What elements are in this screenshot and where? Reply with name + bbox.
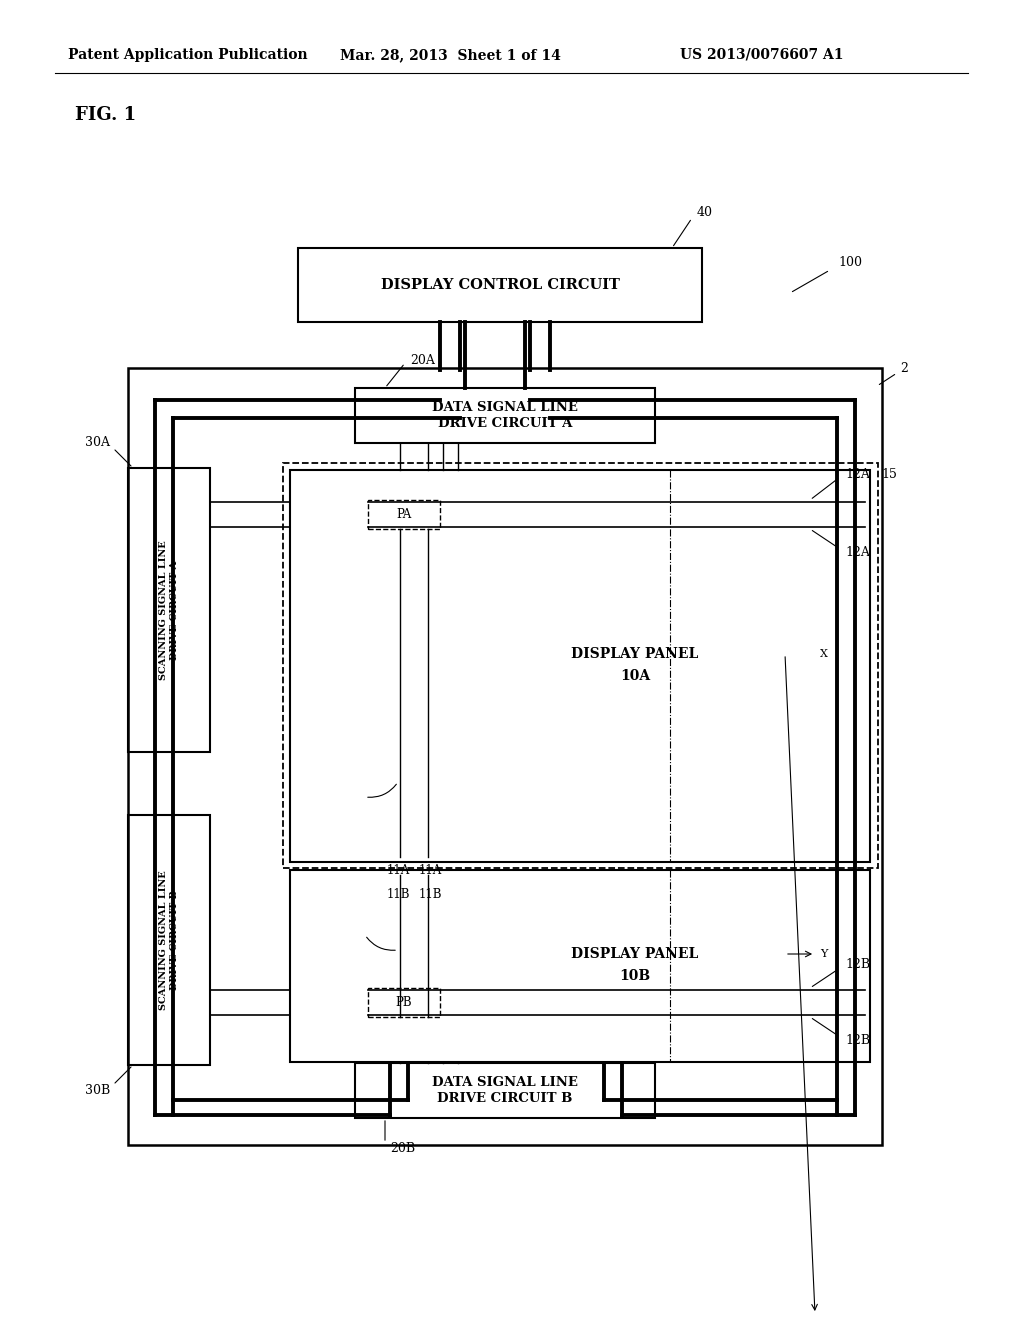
Text: 11A: 11A: [419, 865, 441, 876]
Bar: [298, 248, 702, 322]
Text: 12B: 12B: [845, 1034, 870, 1047]
Text: 11A: 11A: [386, 865, 410, 876]
Text: SCANNING SIGNAL LINE
DRIVE CIRCUIT B: SCANNING SIGNAL LINE DRIVE CIRCUIT B: [160, 870, 179, 1010]
Text: 15: 15: [881, 469, 897, 480]
Text: X: X: [820, 649, 827, 659]
Text: PA: PA: [396, 508, 412, 521]
Text: 2: 2: [900, 362, 908, 375]
Text: Mar. 28, 2013  Sheet 1 of 14: Mar. 28, 2013 Sheet 1 of 14: [340, 48, 561, 62]
Text: 20B: 20B: [390, 1142, 415, 1155]
Text: 12A: 12A: [845, 545, 869, 558]
Text: Patent Application Publication: Patent Application Publication: [68, 48, 307, 62]
Bar: [128, 368, 882, 1144]
Text: SCANNING SIGNAL LINE
DRIVE CIRCUIT A: SCANNING SIGNAL LINE DRIVE CIRCUIT A: [160, 540, 179, 680]
Bar: [290, 470, 870, 862]
Bar: [128, 814, 210, 1065]
Bar: [368, 500, 440, 529]
Text: DISPLAY PANEL: DISPLAY PANEL: [571, 946, 698, 961]
Bar: [368, 987, 440, 1016]
Text: 20A: 20A: [410, 354, 435, 367]
Text: DATA SIGNAL LINE: DATA SIGNAL LINE: [432, 1076, 578, 1089]
Bar: [128, 469, 210, 752]
Text: 12A: 12A: [845, 467, 869, 480]
Text: 40: 40: [697, 206, 713, 219]
Bar: [283, 463, 878, 869]
Text: 11B: 11B: [418, 888, 441, 902]
Text: DATA SIGNAL LINE: DATA SIGNAL LINE: [432, 401, 578, 414]
Text: 12B: 12B: [845, 958, 870, 972]
Text: FIG. 1: FIG. 1: [75, 106, 136, 124]
Text: 11B: 11B: [386, 888, 410, 902]
Text: 100: 100: [838, 256, 862, 268]
Bar: [355, 388, 655, 444]
Text: 10B: 10B: [620, 969, 650, 983]
Text: Y: Y: [820, 949, 827, 960]
Text: 30B: 30B: [85, 1084, 110, 1097]
Text: DRIVE CIRCUIT B: DRIVE CIRCUIT B: [437, 1092, 572, 1105]
Text: US 2013/0076607 A1: US 2013/0076607 A1: [680, 48, 844, 62]
Text: 30A: 30A: [85, 437, 110, 450]
Text: PB: PB: [395, 997, 413, 1008]
Text: DISPLAY CONTROL CIRCUIT: DISPLAY CONTROL CIRCUIT: [381, 279, 620, 292]
Text: DRIVE CIRCUIT A: DRIVE CIRCUIT A: [438, 417, 572, 430]
Text: 10A: 10A: [620, 669, 650, 682]
Bar: [290, 870, 870, 1063]
Text: DISPLAY PANEL: DISPLAY PANEL: [571, 647, 698, 661]
Bar: [355, 1063, 655, 1118]
